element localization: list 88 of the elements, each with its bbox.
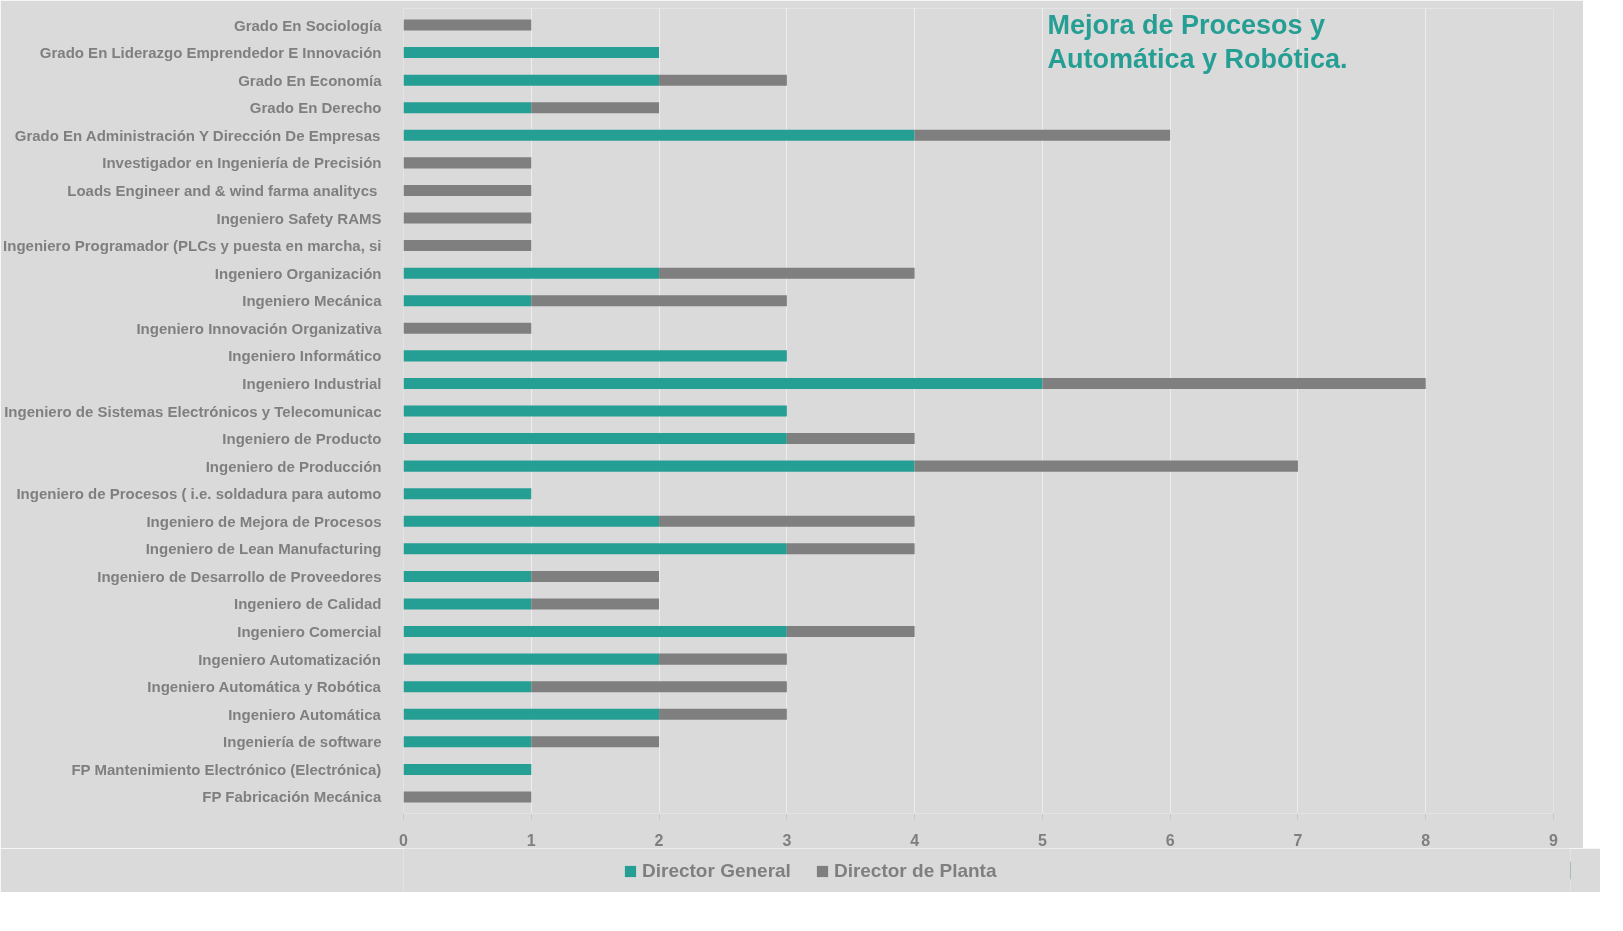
legend-label: Director General xyxy=(642,860,791,882)
bar xyxy=(403,708,660,720)
y-tick-label: Ingeniero Automática xyxy=(228,705,382,723)
bar xyxy=(403,736,532,748)
bar xyxy=(403,102,532,114)
y-tick-label: Ingeniero de Lean Manufacturing xyxy=(145,540,382,558)
y-tick-label: Ingeniero Programador (PLCs y puesta en marcha, si xyxy=(3,237,382,255)
bar xyxy=(659,653,787,665)
bar xyxy=(403,405,787,417)
x-tick-label: 9 xyxy=(1549,831,1559,849)
bar xyxy=(403,19,532,31)
y-tick-label: Grado En Economía xyxy=(238,71,383,89)
bar xyxy=(403,157,532,169)
y-tick-label: Ingeniero de Producto xyxy=(222,430,382,448)
bar xyxy=(531,102,660,114)
x-tick-label: 4 xyxy=(910,831,920,849)
y-tick-label: Grado En Administración Y Dirección De Empresas xyxy=(14,126,381,144)
bar xyxy=(403,460,915,472)
y-tick-label: Investigador en Ingeniería de Precisión xyxy=(102,154,382,172)
bar xyxy=(403,598,532,610)
y-tick-label: Loads Engineer and & wind farma analitycs xyxy=(67,181,378,199)
x-tick-label: 8 xyxy=(1421,831,1431,849)
bar xyxy=(914,129,1171,141)
y-tick-label: Ingeniero de Sistemas Electrónicos y Telecomunicac xyxy=(4,402,382,420)
y-tick-label: Grado En Liderazgo Emprendedor E Innovación xyxy=(39,44,382,62)
bar xyxy=(786,626,915,638)
y-tick-label: Ingeniero Innovación Organizativa xyxy=(136,319,383,337)
y-tick-label: Ingeniero Comercial xyxy=(237,623,382,641)
bar xyxy=(403,74,660,86)
y-tick-label: Ingeniero Informático xyxy=(228,347,382,365)
x-tick-label: 1 xyxy=(526,831,536,849)
bar xyxy=(403,488,532,500)
y-tick-label: Ingeniero de Calidad xyxy=(233,595,382,613)
bar xyxy=(403,763,532,775)
y-tick-label: Ingeniero de Procesos ( i.e. soldadura para automo xyxy=(16,485,382,503)
bar xyxy=(531,681,787,693)
bar xyxy=(1042,377,1426,389)
x-tick-label: 0 xyxy=(399,831,409,849)
y-tick-label: Ingeniería de software xyxy=(223,733,382,751)
y-tick-label: Grado En Derecho xyxy=(249,99,382,117)
bar xyxy=(403,570,532,582)
x-tick-label: 6 xyxy=(1165,831,1175,849)
y-tick-label: FP Mantenimiento Electrónico (Electrónica) xyxy=(71,760,382,778)
y-tick-label: Ingeniero Automática y Robótica xyxy=(147,678,382,696)
bar xyxy=(659,74,787,86)
bar xyxy=(403,433,787,445)
bar xyxy=(403,295,532,307)
text: Mejora de Procesos y Automática y Robótica. xyxy=(1047,9,1348,74)
bar xyxy=(403,47,660,59)
bar xyxy=(403,543,787,555)
legend-label: Director de Planta xyxy=(833,860,997,882)
y-tick-label: Ingeniero de Producción xyxy=(205,457,382,475)
bar xyxy=(403,129,915,141)
y-tick-label: Ingeniero de Desarrollo de Proveedores xyxy=(97,567,382,585)
y-tick-label: FP Fabricación Mecánica xyxy=(202,788,382,806)
bar xyxy=(403,350,787,362)
x-tick-label: 5 xyxy=(1037,831,1047,849)
bar xyxy=(531,598,660,610)
y-tick-label: Ingeniero de Mejora de Procesos xyxy=(146,512,382,530)
x-tick-label: 2 xyxy=(654,831,664,849)
y-tick-label: Ingeniero Mecánica xyxy=(242,292,383,310)
bar xyxy=(786,433,915,445)
bar xyxy=(786,543,915,555)
bar xyxy=(403,791,532,803)
bar xyxy=(403,626,787,638)
bar xyxy=(659,708,787,720)
bar xyxy=(531,295,787,307)
bar xyxy=(531,736,660,748)
y-tick-label: Ingeniero Industrial xyxy=(242,374,382,392)
bar xyxy=(403,515,660,527)
x-tick-label: 7 xyxy=(1293,831,1303,849)
bar xyxy=(531,570,660,582)
bar xyxy=(403,377,1043,389)
y-tick-label: Ingeniero Automatización xyxy=(198,650,381,668)
y-tick-label: Ingeniero Organización xyxy=(214,264,382,282)
bar xyxy=(403,681,532,693)
bar xyxy=(403,212,532,224)
y-tick-label: Grado En Sociología xyxy=(233,16,383,34)
x-tick-label: 3 xyxy=(782,831,792,849)
bar xyxy=(914,460,1298,472)
bar xyxy=(403,184,532,196)
bar xyxy=(403,653,660,665)
bar xyxy=(403,240,532,252)
bar xyxy=(659,267,915,279)
bar xyxy=(403,322,532,334)
bar xyxy=(403,267,660,279)
bar xyxy=(659,515,915,527)
y-tick-label: Ingeniero Safety RAMS xyxy=(216,209,382,227)
